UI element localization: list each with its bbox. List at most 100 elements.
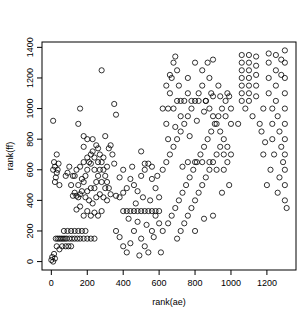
point <box>270 106 275 111</box>
y-tick-label: 1000 <box>25 99 35 119</box>
point <box>185 75 190 80</box>
point <box>149 228 154 233</box>
point <box>178 228 183 233</box>
point <box>201 144 206 149</box>
y-axis-label: rank(ff) <box>5 142 15 170</box>
point <box>209 129 214 134</box>
point <box>239 91 244 96</box>
point <box>167 91 172 96</box>
point <box>176 198 181 203</box>
x-tick-label: 0 <box>49 278 54 288</box>
point <box>200 182 205 187</box>
point <box>210 57 215 62</box>
point <box>148 198 153 203</box>
point <box>166 137 171 142</box>
point <box>77 192 82 197</box>
point <box>117 175 122 180</box>
point <box>142 167 147 172</box>
point <box>81 160 86 165</box>
point <box>74 207 79 212</box>
point <box>135 189 140 194</box>
y-tick <box>37 169 42 170</box>
point <box>103 134 108 139</box>
point <box>97 167 102 172</box>
point <box>85 189 90 194</box>
point <box>214 167 219 172</box>
point <box>83 228 88 233</box>
point <box>137 253 142 258</box>
point <box>149 164 154 169</box>
point <box>279 72 284 77</box>
point <box>268 167 273 172</box>
point <box>282 106 287 111</box>
point <box>149 176 154 181</box>
y-tick <box>37 77 42 78</box>
point <box>56 161 61 166</box>
y-tick-label: 600 <box>25 162 35 177</box>
point <box>76 195 81 200</box>
point <box>113 112 118 117</box>
point <box>200 83 205 88</box>
point <box>97 152 102 157</box>
point <box>223 114 228 119</box>
point <box>246 60 251 65</box>
x-tick <box>230 270 231 275</box>
point <box>180 164 185 169</box>
point <box>185 91 190 96</box>
point <box>72 190 77 195</box>
point <box>166 221 171 226</box>
point <box>126 216 131 221</box>
point <box>94 195 99 200</box>
y-tick-label: 0 <box>25 259 35 264</box>
point <box>282 121 287 126</box>
point <box>185 114 190 119</box>
point <box>67 164 72 169</box>
point <box>273 68 278 73</box>
point <box>157 195 162 200</box>
point <box>201 109 206 114</box>
point <box>85 167 90 172</box>
point <box>228 106 233 111</box>
point <box>185 160 190 165</box>
point <box>246 91 251 96</box>
point <box>273 98 278 103</box>
point <box>57 182 62 187</box>
point <box>128 241 133 246</box>
point <box>189 98 194 103</box>
point <box>95 160 100 165</box>
point <box>239 68 244 73</box>
point <box>90 149 95 154</box>
point <box>196 98 201 103</box>
point <box>81 144 86 149</box>
point <box>178 129 183 134</box>
point <box>210 213 215 218</box>
point <box>135 219 140 224</box>
point <box>160 106 165 111</box>
point <box>212 121 217 126</box>
point <box>131 182 136 187</box>
point <box>261 152 266 157</box>
point <box>140 195 145 200</box>
x-tick <box>159 270 160 275</box>
point <box>246 68 251 73</box>
point <box>261 106 266 111</box>
point <box>142 161 147 166</box>
point <box>189 106 194 111</box>
point <box>124 186 129 191</box>
point <box>99 68 104 73</box>
point <box>157 208 162 213</box>
point <box>228 152 233 157</box>
point <box>101 195 106 200</box>
point <box>196 190 201 195</box>
point <box>121 190 126 195</box>
point <box>112 161 117 166</box>
point <box>203 98 208 103</box>
point <box>97 192 102 197</box>
point <box>173 54 178 59</box>
point <box>218 94 223 99</box>
point <box>146 250 151 255</box>
point <box>210 114 215 119</box>
point <box>69 244 74 249</box>
point <box>200 160 205 165</box>
point <box>250 114 255 119</box>
